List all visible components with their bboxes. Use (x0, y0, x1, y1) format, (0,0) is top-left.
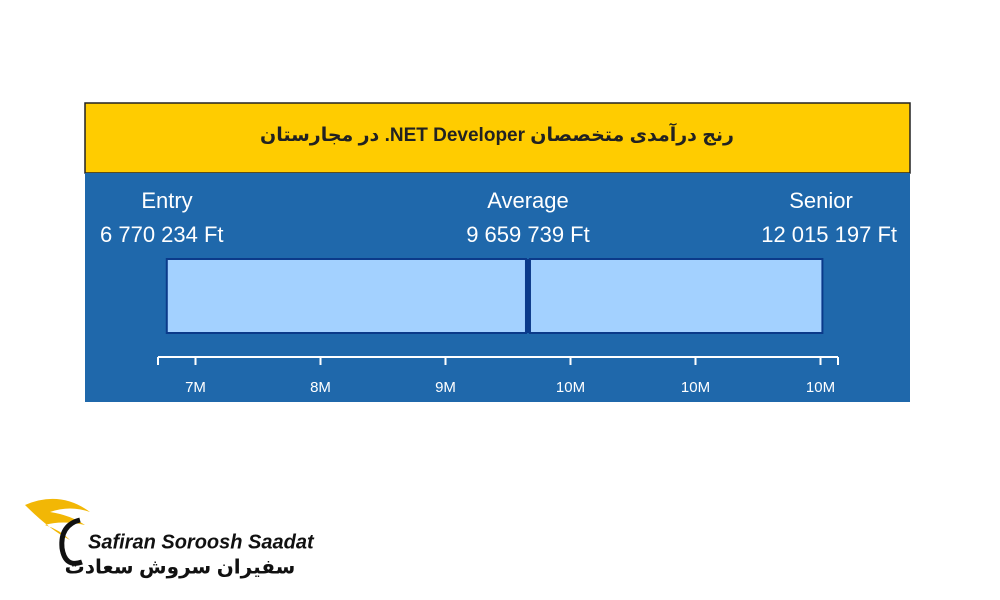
chart-title: رنج درآمدی متخصصان NET Developer. در مجا… (260, 122, 734, 146)
value-label: 9 659 739 Ft (466, 222, 590, 247)
logo-swan (59, 517, 83, 566)
category-label: Entry (141, 188, 192, 213)
range-bar (165, 258, 527, 334)
logo-name-fa: سفیران سروش سعادت (65, 556, 296, 578)
value-label: 12 015 197 Ft (761, 222, 897, 247)
logo (25, 498, 90, 566)
category-label: Average (487, 188, 569, 213)
value-label: 6 770 234 Ft (100, 222, 224, 247)
logo-wing (25, 498, 90, 540)
x-tick-label: 10M (556, 379, 585, 396)
range-bar (528, 258, 824, 334)
x-tick-label: 8M (310, 379, 331, 396)
x-tick-label: 9M (435, 379, 456, 396)
category-label: Senior (789, 188, 853, 213)
x-tick-label: 10M (681, 379, 710, 396)
logo-name: Safiran Soroosh Saadat (88, 531, 315, 553)
x-tick-label: 10M (806, 379, 835, 396)
header (84, 102, 911, 174)
x-tick-label: 7M (185, 379, 206, 396)
